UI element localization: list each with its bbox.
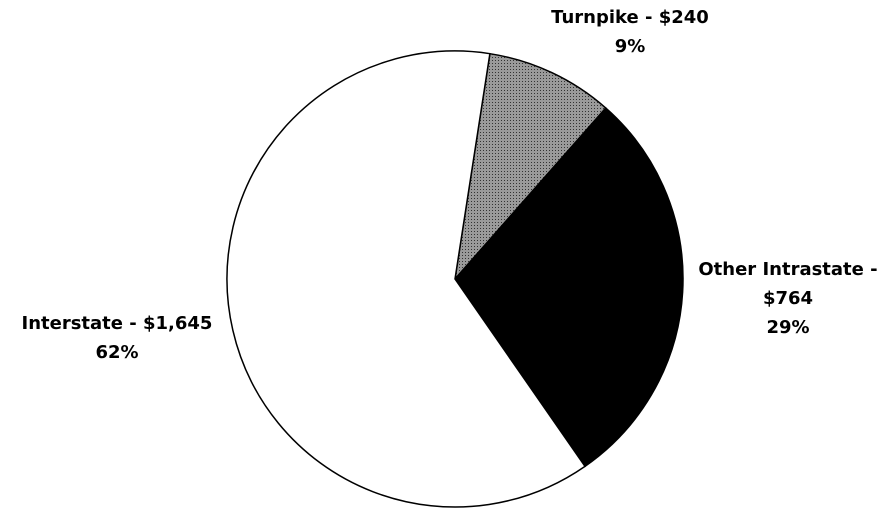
- slice-label: Other Intrastate - $764 29%: [688, 255, 888, 342]
- percent-text: 9%: [614, 36, 646, 57]
- label-text: Other Intrastate - $764: [698, 259, 878, 309]
- pie-slice: [226, 50, 587, 508]
- percent-text: 62%: [95, 342, 139, 363]
- slice-label: Turnpike - $240 9%: [520, 3, 740, 61]
- slice-label: Interstate - $1,645 62%: [4, 309, 230, 367]
- label-text: Turnpike - $240: [551, 7, 709, 28]
- pie-slice: [453, 52, 607, 282]
- percent-text: 29%: [766, 317, 810, 338]
- label-text: Interstate - $1,645: [21, 313, 213, 334]
- pie-slice: [454, 106, 684, 468]
